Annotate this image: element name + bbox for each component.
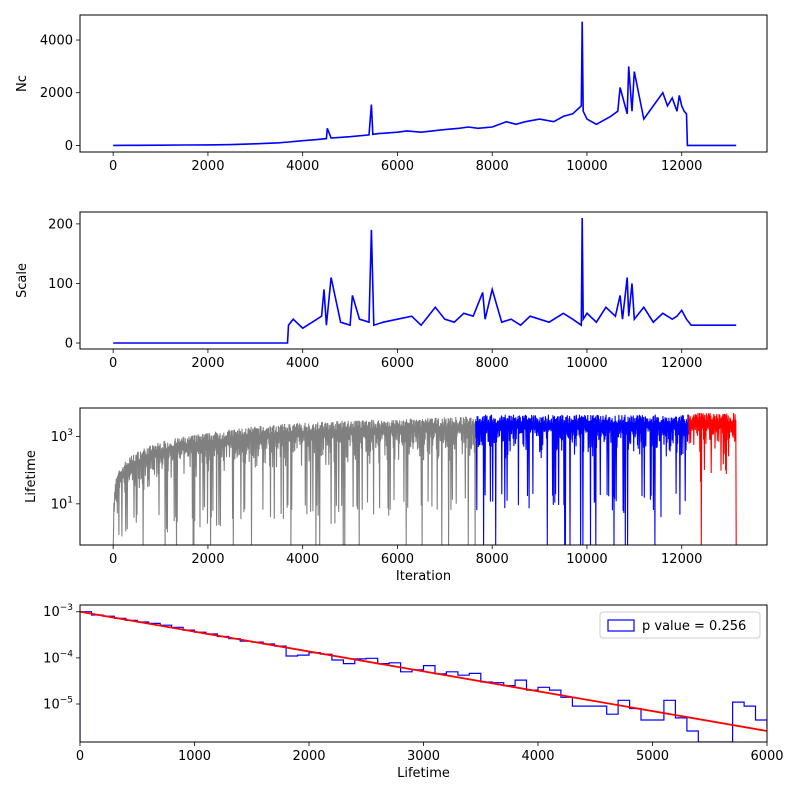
y-tick-label: 103 (51, 428, 73, 445)
x-tick-label: 8000 (476, 356, 509, 371)
x-tick-label: 0 (76, 749, 84, 764)
x-tick-label: 12000 (661, 159, 702, 174)
x-tick-label: 6000 (750, 749, 783, 764)
nc-panel: 0 2000 4000 6000 8000 10000 12000 0 2000 4000 Nc (15, 14, 768, 174)
series-line (112, 416, 477, 545)
fit-line (80, 610, 767, 732)
plot-frame (79, 14, 768, 153)
y-axis-label: Scale (15, 263, 30, 298)
legend-box (599, 611, 761, 639)
x-axis-label: Iteration (396, 569, 451, 584)
x-tick-label: 0 (109, 356, 117, 371)
x-tick-label: 0 (109, 552, 117, 567)
y-axis-label: Lifetime (24, 450, 39, 503)
y-tick-label: 2000 (40, 86, 73, 101)
scale-panel: 0 2000 4000 6000 8000 10000 12000 0 100 200 Scale (15, 211, 768, 371)
y-tick-label: 0 (65, 139, 73, 154)
x-tick-label: 2000 (191, 356, 224, 371)
x-tick-label: 10000 (566, 356, 607, 371)
series-line (475, 414, 690, 545)
series-line (113, 21, 737, 147)
plot-frame (79, 407, 768, 546)
lifetime-histogram-panel: 0 1000 2000 3000 4000 5000 6000 10−5 10−4 10−3 Lif… (43, 603, 783, 781)
x-tick-label: 12000 (661, 356, 702, 371)
x-tick-label: 2000 (292, 749, 325, 764)
x-tick-label: 8000 (476, 159, 509, 174)
x-tick-label: 6000 (381, 159, 414, 174)
y-tick-label: 0 (65, 337, 73, 352)
series-line (688, 412, 737, 545)
x-tick-label: 0 (109, 159, 117, 174)
legend-label: p value = 0.256 (642, 619, 746, 634)
x-tick-label: 1000 (178, 749, 211, 764)
y-tick-label: 200 (48, 217, 73, 232)
series-line (113, 217, 737, 344)
legend-swatch (607, 619, 635, 632)
y-tick-label: 101 (51, 495, 73, 512)
legend: p value = 0.256 (599, 611, 761, 639)
x-tick-label: 8000 (476, 552, 509, 567)
x-tick-label: 6000 (381, 356, 414, 371)
x-tick-label: 6000 (381, 552, 414, 567)
x-tick-label: 3000 (407, 749, 440, 764)
lifetime-iteration-panel: 0 2000 4000 6000 8000 10000 12000 101 103 Lifetim… (24, 407, 768, 584)
x-tick-label: 4000 (286, 159, 319, 174)
y-axis-label: Nc (15, 75, 30, 92)
x-axis-label: Lifetime (397, 766, 450, 781)
plot-frame (79, 211, 768, 350)
y-tick-label: 10−3 (43, 603, 73, 620)
x-tick-label: 5000 (636, 749, 669, 764)
y-tick-label: 10−5 (43, 695, 73, 712)
x-tick-label: 2000 (191, 159, 224, 174)
x-tick-label: 4000 (286, 552, 319, 567)
x-tick-label: 10000 (566, 159, 607, 174)
x-tick-label: 4000 (286, 356, 319, 371)
x-tick-label: 10000 (566, 552, 607, 567)
y-tick-label: 4000 (40, 34, 73, 49)
x-tick-label: 12000 (661, 552, 702, 567)
y-tick-label: 10−4 (43, 649, 73, 666)
x-tick-label: 2000 (191, 552, 224, 567)
x-tick-label: 4000 (521, 749, 554, 764)
y-tick-label: 100 (48, 277, 73, 292)
